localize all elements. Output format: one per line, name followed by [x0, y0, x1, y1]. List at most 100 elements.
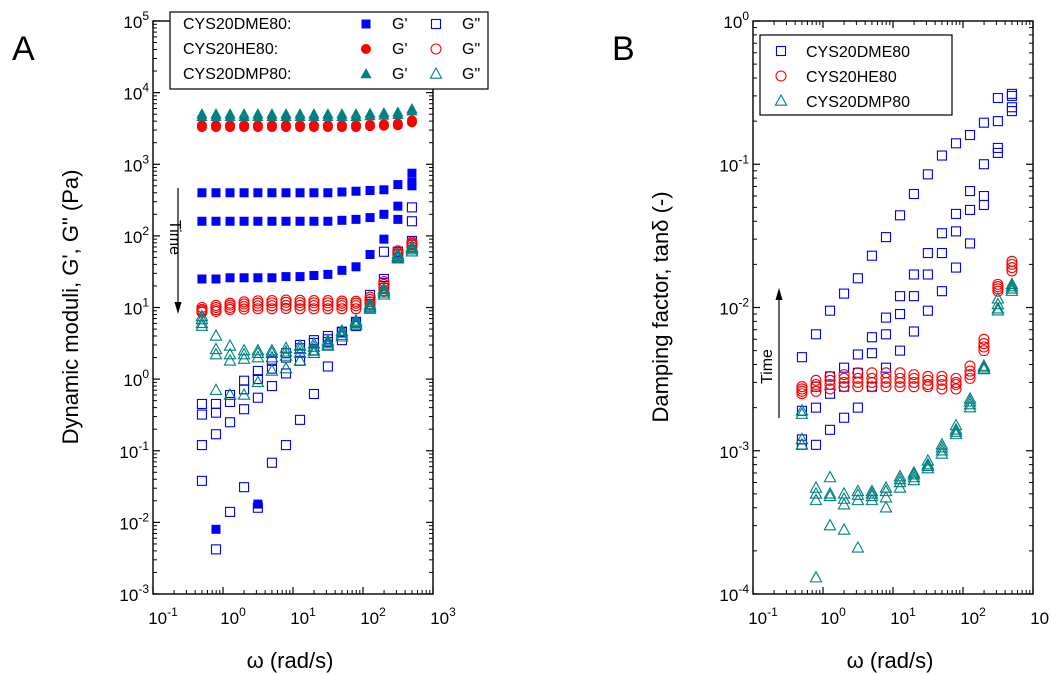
cys20he80-point: [880, 381, 892, 393]
cys20dmp80-point: [865, 493, 879, 506]
cys20dme80-point: [992, 92, 1003, 104]
cys20dmp80-gdoubleprime-point: [335, 325, 349, 338]
cys20dmp80-point: [949, 418, 963, 431]
cys20dme80-gdoubleprime-point: [252, 392, 263, 403]
cys20he80-point: [1006, 262, 1018, 274]
cys20dme80-gprime-point: [253, 188, 263, 198]
legend-box: [169, 11, 489, 90]
cys20dmp80-gdoubleprime-point: [251, 346, 265, 358]
cys20dme80-point: [908, 326, 919, 337]
legend-gdouble-label: G": [462, 66, 480, 83]
cys20dmp80-gdoubleprime-point: [279, 341, 293, 353]
cys20he80-point: [824, 378, 836, 391]
cys20he80-point: [810, 378, 822, 391]
cys20dmp80-gprime-point: [322, 108, 334, 119]
cys20dme80-gprime-point: [267, 188, 277, 198]
cys20dmp80-gdoubleprime-point: [223, 353, 237, 366]
cys20he80-point: [992, 278, 1004, 290]
cys20dmp80-point: [921, 453, 935, 466]
tick-label: 101: [290, 605, 316, 628]
cys20he80-gdoubleprime-point: [266, 295, 278, 307]
tick-label: 102: [123, 224, 149, 247]
legend-label-cys20dmp80: CYS20DMP80: [806, 94, 910, 111]
legend-label-cys20dmp80: CYS20DMP80:: [183, 66, 292, 83]
cys20he80-point: [936, 378, 948, 391]
cys20dme80-gprime-point: [197, 216, 207, 226]
legend-marker-open: [429, 66, 443, 79]
data-points: [795, 88, 1019, 583]
cys20dme80-gprime-point: [281, 216, 291, 226]
cys20he80-point: [922, 378, 934, 391]
cys20he80-gdoubleprime-point: [392, 245, 404, 257]
cys20dme80-gdoubleprime-point: [266, 381, 277, 392]
cys20dme80-point: [810, 439, 822, 450]
cys20dmp80-point: [837, 522, 851, 535]
cys20dmp80-gdoubleprime-point: [405, 239, 419, 252]
cys20dme80-gdoubleprime-point: [210, 398, 222, 410]
cys20he80-point: [852, 367, 864, 379]
cys20dme80-gprime-point: [281, 272, 291, 282]
cys20dme80-gprime-point: [267, 216, 277, 226]
cys20he80-gprime-point: [365, 119, 376, 130]
cys20dme80-gprime-point: [393, 201, 403, 211]
cys20he80-gdoubleprime-point: [238, 301, 250, 313]
legend-markers: [774, 45, 788, 106]
cys20dmp80-point: [935, 440, 949, 453]
tick-label: 100: [820, 605, 846, 628]
cys20he80-point: [936, 374, 948, 386]
tick-label: 104: [123, 81, 149, 104]
cys20dme80-point: [950, 226, 962, 237]
cys20dmp80-gprime-point: [364, 107, 376, 118]
legend-gdouble-label: G": [462, 41, 480, 58]
cys20dmp80-point: [935, 446, 949, 459]
cys20he80-point: [824, 374, 836, 386]
cys20dmp80-gdoubleprime-point: [209, 328, 223, 341]
cys20dmp80-point: [795, 407, 809, 419]
time-label: Time: [759, 349, 776, 384]
cys20dme80-point: [894, 210, 906, 221]
cys20dme80-gprime-point: [407, 168, 417, 178]
tick-label: 10-3: [119, 582, 149, 605]
panel-letter: A: [12, 30, 35, 68]
cys20he80-point: [880, 372, 892, 384]
cys20he80-point: [894, 367, 906, 379]
cys20dme80-gprime-point: [239, 273, 249, 283]
cys20dme80-gprime-point: [393, 214, 403, 224]
cys20dmp80-gdoubleprime-point: [195, 318, 209, 331]
cys20dme80-gprime-point: [197, 188, 207, 198]
cys20dme80-gdoubleprime-point: [252, 502, 263, 513]
cys20dme80-gprime-point: [211, 274, 221, 284]
axes: 10-1 100 101 102 103 10-3 10-2 10-1 100 101 102 103…: [119, 9, 456, 628]
cys20he80-point: [978, 333, 990, 345]
cys20dmp80-point: [851, 540, 865, 553]
cys20dme80-point: [908, 291, 919, 302]
cys20he80-gdoubleprime-point: [266, 300, 278, 312]
cys20dme80-gprime-point: [211, 216, 221, 226]
cys20dmp80-gdoubleprime-point: [363, 298, 377, 311]
cys20dmp80-gdoubleprime-point: [307, 339, 321, 352]
cys20dme80-gdoubleprime-point: [239, 375, 250, 386]
cys20dmp80-point: [809, 486, 823, 499]
cys20dme80-point: [936, 228, 947, 239]
cys20dmp80-gdoubleprime-point: [265, 350, 279, 363]
cys20he80-gprime-point: [392, 118, 403, 129]
cys20he80-point: [950, 372, 962, 384]
cys20he80-point: [838, 369, 850, 381]
cys20dmp80-gdoubleprime-point: [265, 346, 279, 358]
cys20dme80-point: [866, 250, 877, 261]
cys20dme80-gprime-point: [239, 216, 249, 226]
legend-label-cys20dme80: CYS20DME80:: [183, 16, 292, 33]
cys20he80-point: [1006, 258, 1018, 270]
cys20he80-gprime-point: [350, 120, 361, 131]
cys20dmp80-gdoubleprime-point: [377, 282, 391, 294]
cys20dme80-point: [852, 349, 863, 360]
cys20dmp80-gdoubleprime-point: [307, 336, 321, 349]
cys20dme80-gprime-point: [337, 215, 347, 225]
cys20dmp80-point: [879, 500, 893, 513]
legend-marker-open: [430, 18, 442, 30]
cys20dmp80-point: [823, 518, 837, 531]
cys20dmp80-gprime-point: [210, 108, 222, 119]
cys20dme80-gdoubleprime-point: [196, 440, 207, 451]
cys20dme80-gdoubleprime-point: [224, 396, 236, 408]
legend-box: [759, 34, 953, 116]
